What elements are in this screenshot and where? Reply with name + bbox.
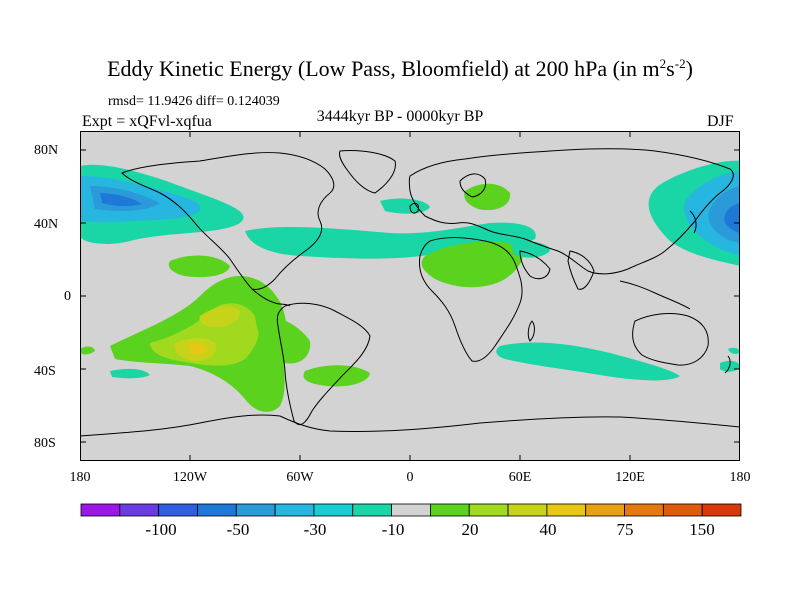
period-label: 3444kyr BP - 0000kyr BP	[316, 108, 484, 125]
anomaly-nw-pacific-core2	[724, 203, 740, 233]
colorbar-box-10	[430, 503, 470, 517]
coast-scandinavia	[459, 173, 487, 198]
colorbar-label-4: -10	[381, 520, 405, 539]
colorbar-box-11	[468, 503, 509, 517]
colorbar-box-13	[546, 503, 587, 517]
colorbar-box-4	[197, 503, 237, 517]
coast-arabia	[519, 250, 551, 280]
lon-tick-0: 0	[406, 470, 414, 485]
colorbar-box-5	[235, 503, 276, 517]
colorbar-box-8	[352, 503, 392, 517]
coast-africa	[419, 237, 523, 362]
lat-tick-80s: 80S	[34, 436, 56, 451]
season-label: DJF	[707, 113, 734, 130]
anomaly-n-pacific-core2	[100, 193, 142, 207]
lon-tick-120e: 120E	[615, 470, 645, 485]
coast-south-america	[276, 302, 371, 426]
experiment-label: Expt = xQFvl-xqfua	[82, 113, 212, 130]
colorbar-box-1	[80, 503, 121, 517]
colorbar-label-7: 75	[616, 520, 634, 539]
colorbar-box-14	[585, 503, 625, 517]
coast-new-zealand	[724, 355, 731, 374]
colorbar-label-3: -30	[303, 520, 327, 539]
lon-tick-120w: 120W	[172, 470, 208, 485]
colorbar-label-6: 40	[539, 520, 557, 539]
map-panel	[80, 131, 740, 461]
lat-tick-80n: 80N	[34, 143, 59, 158]
colorbar-label-2: -50	[226, 520, 250, 539]
coast-se-asia	[619, 280, 691, 310]
colorbar-label-5: 20	[461, 520, 479, 539]
colorbar-box-15	[624, 503, 664, 517]
anomaly-s-pacific-neg	[110, 368, 150, 379]
colorbar-label-1: -100	[145, 520, 177, 539]
title-text: Eddy Kinetic Energy (Low Pass, Bloomfiel…	[107, 56, 660, 81]
anomaly-s-atlantic-pos	[303, 365, 370, 387]
coast-australia	[632, 313, 709, 366]
coast-japan	[689, 210, 697, 234]
colorbar-box-12	[507, 503, 548, 517]
coast-uk	[409, 202, 419, 214]
title-mid: s	[666, 56, 675, 81]
coast-madagascar	[527, 320, 535, 342]
anomaly-s-pacific-pos-upper	[199, 306, 240, 328]
lat-tick-40s: 40S	[34, 364, 56, 379]
axis-ticks	[80, 131, 740, 461]
lon-tick-180e: 180	[729, 470, 751, 485]
title-end: )	[685, 56, 693, 81]
colorbar-box-2	[119, 503, 160, 517]
anomaly-tasman-small	[728, 347, 740, 354]
colorbar-box-3	[158, 503, 198, 517]
title-exponent-1: 2	[659, 56, 667, 71]
stats-label: rmsd= 11.9426 diff= 0.124039	[108, 94, 280, 109]
colorbar-box-6	[274, 503, 315, 517]
plot-title: Eddy Kinetic Energy (Low Pass, Bloomfiel…	[0, 56, 800, 82]
colorbar-label-8: 150	[689, 520, 715, 539]
coast-greenland	[339, 150, 396, 194]
lon-tick-60w: 60W	[286, 470, 314, 485]
title-exponent-2: -2	[674, 56, 686, 71]
anomaly-s-america-pos	[255, 315, 311, 364]
anomaly-field	[80, 160, 740, 412]
lon-tick-180w: 180	[69, 470, 91, 485]
lat-tick-0: 0	[64, 289, 71, 304]
coast-antarctica	[80, 414, 740, 437]
colorbar-box-17	[701, 503, 742, 517]
coast-north-america	[121, 152, 335, 290]
colorbar	[80, 503, 742, 517]
map-background	[80, 131, 740, 461]
coast-eurasia	[408, 148, 734, 275]
anomaly-europe-pos	[464, 183, 511, 211]
lon-tick-60e: 60E	[508, 470, 532, 485]
lat-tick-40n: 40N	[34, 217, 59, 232]
anomaly-s-pacific-small	[80, 346, 95, 355]
anomaly-s-indian-band	[496, 342, 680, 381]
anomaly-n-atlantic-band	[245, 222, 536, 259]
anomaly-se-pacific-pos-core2	[188, 343, 207, 355]
anomaly-atlantic-pos	[168, 255, 230, 278]
anomaly-n-atlantic-small	[380, 198, 430, 214]
colorbar-box-9	[391, 503, 431, 517]
coast-central-america	[251, 288, 291, 307]
colorbar-box-7	[313, 503, 354, 517]
coastlines	[80, 148, 740, 437]
coast-india	[567, 250, 595, 290]
anomaly-mideast-pos	[421, 241, 523, 288]
colorbar-box-16	[662, 503, 703, 517]
